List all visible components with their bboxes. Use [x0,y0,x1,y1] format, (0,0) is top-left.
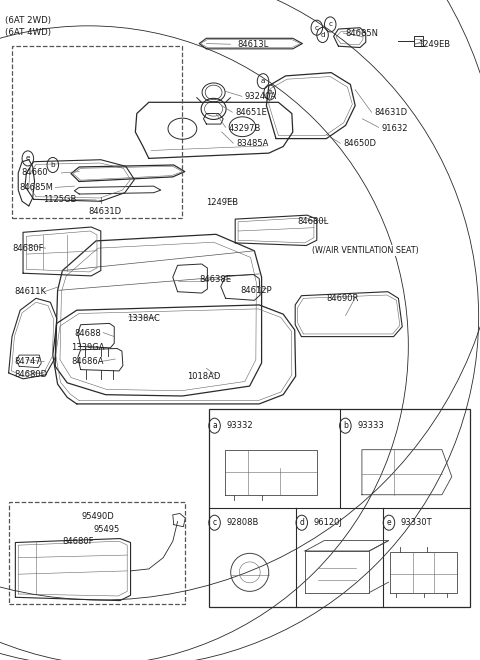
Text: d: d [320,32,325,38]
Text: 84686A: 84686A [71,357,104,366]
Text: 84685N: 84685N [346,28,379,38]
Text: 93333: 93333 [357,421,384,430]
Text: (W/AIR VENTILATION SEAT): (W/AIR VENTILATION SEAT) [312,246,419,255]
Text: 93330T: 93330T [401,518,432,527]
Text: e: e [25,155,30,162]
Text: 1249EB: 1249EB [206,198,239,207]
Text: 95490D: 95490D [82,512,114,521]
Text: 84651E: 84651E [235,108,267,117]
Text: 84688: 84688 [74,329,101,338]
Text: c: c [315,24,319,31]
Text: 84680L: 84680L [298,216,329,226]
Text: 84638E: 84638E [199,275,231,284]
Text: 92808B: 92808B [227,518,259,527]
Text: 84680F: 84680F [62,537,94,546]
Text: b: b [50,162,55,168]
Text: 84631D: 84631D [89,207,122,216]
Text: c: c [213,518,216,527]
Text: b: b [267,89,272,96]
Text: 1338AC: 1338AC [127,314,160,323]
Text: 83485A: 83485A [236,139,268,148]
Text: a: a [261,78,265,84]
Text: 84650D: 84650D [343,139,376,148]
Text: 1249EB: 1249EB [418,40,450,49]
Text: 84680F: 84680F [12,244,44,253]
Text: 84680D: 84680D [14,370,48,379]
Text: 93332: 93332 [227,421,253,430]
Text: c: c [328,21,332,28]
Text: 95495: 95495 [94,525,120,534]
Text: 84613L: 84613L [238,40,269,49]
Text: 1339GA: 1339GA [71,343,105,352]
Text: 84611K: 84611K [14,287,47,296]
Bar [12,46,182,218]
Text: 1125GB: 1125GB [43,195,77,205]
Text: 84660: 84660 [22,168,48,178]
Text: e: e [387,518,391,527]
Text: 1018AD: 1018AD [187,372,221,381]
Text: 84631D: 84631D [374,108,408,117]
Text: 43297B: 43297B [228,123,261,133]
Text: 84685M: 84685M [19,183,53,192]
Text: 84690R: 84690R [326,294,359,303]
Text: d: d [300,518,304,527]
Bar [209,409,470,607]
Text: a: a [212,421,217,430]
Text: 84612P: 84612P [240,286,272,295]
Bar [9,502,185,604]
Text: 93240A: 93240A [245,92,277,101]
Text: 91632: 91632 [382,123,408,133]
Text: 84747: 84747 [14,357,41,366]
Text: (6AT 2WD)
(6AT 4WD): (6AT 2WD) (6AT 4WD) [5,16,51,36]
Text: b: b [343,421,348,430]
Text: 96120J: 96120J [314,518,343,527]
